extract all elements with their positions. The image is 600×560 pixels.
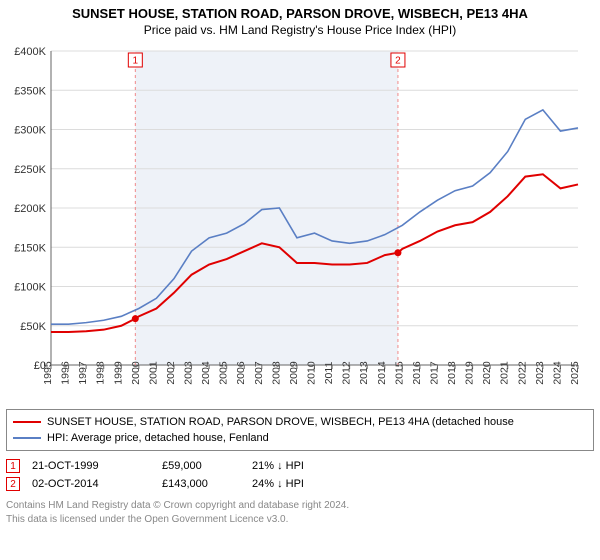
event-diff: 21% ↓ HPI xyxy=(252,460,362,472)
chart-subtitle: Price paid vs. HM Land Registry's House … xyxy=(6,23,594,37)
event-diff: 24% ↓ HPI xyxy=(252,478,362,490)
event-marker: 1 xyxy=(6,459,20,473)
legend-item: SUNSET HOUSE, STATION ROAD, PARSON DROVE… xyxy=(13,414,587,430)
chart-area: £0£50K£100K£150K£200K£250K£300K£350K£400… xyxy=(6,45,586,405)
legend-swatch xyxy=(13,437,41,439)
event-price: £143,000 xyxy=(162,478,252,490)
event-price: £59,000 xyxy=(162,460,252,472)
svg-text:£400K: £400K xyxy=(14,46,46,58)
svg-text:£150K: £150K xyxy=(14,242,46,254)
event-row: 1 21-OCT-1999£59,00021% ↓ HPI xyxy=(6,457,594,475)
footer-attribution: Contains HM Land Registry data © Crown c… xyxy=(6,499,594,526)
legend-label: HPI: Average price, detached house, Fenl… xyxy=(47,432,269,444)
footer-line-1: Contains HM Land Registry data © Crown c… xyxy=(6,499,594,513)
legend-label: SUNSET HOUSE, STATION ROAD, PARSON DROVE… xyxy=(47,416,514,428)
footer-line-2: This data is licensed under the Open Gov… xyxy=(6,513,594,527)
svg-text:£100K: £100K xyxy=(14,282,46,294)
svg-text:£250K: £250K xyxy=(14,164,46,176)
event-marker: 2 xyxy=(6,477,20,491)
svg-text:£300K: £300K xyxy=(14,125,46,137)
event-date: 02-OCT-2014 xyxy=(32,478,162,490)
event-date: 21-OCT-1999 xyxy=(32,460,162,472)
legend: SUNSET HOUSE, STATION ROAD, PARSON DROVE… xyxy=(6,409,594,451)
legend-item: HPI: Average price, detached house, Fenl… xyxy=(13,430,587,446)
svg-text:1: 1 xyxy=(133,56,139,67)
svg-text:£200K: £200K xyxy=(14,203,46,215)
chart-title: SUNSET HOUSE, STATION ROAD, PARSON DROVE… xyxy=(6,4,594,21)
svg-text:£350K: £350K xyxy=(14,85,46,97)
svg-text:£50K: £50K xyxy=(20,321,46,333)
line-chart-svg: £0£50K£100K£150K£200K£250K£300K£350K£400… xyxy=(6,45,586,405)
event-row: 2 02-OCT-2014£143,00024% ↓ HPI xyxy=(6,475,594,493)
legend-swatch xyxy=(13,421,41,423)
events-table: 1 21-OCT-1999£59,00021% ↓ HPI 2 02-OCT-2014… xyxy=(6,457,594,493)
svg-text:2: 2 xyxy=(395,56,401,67)
